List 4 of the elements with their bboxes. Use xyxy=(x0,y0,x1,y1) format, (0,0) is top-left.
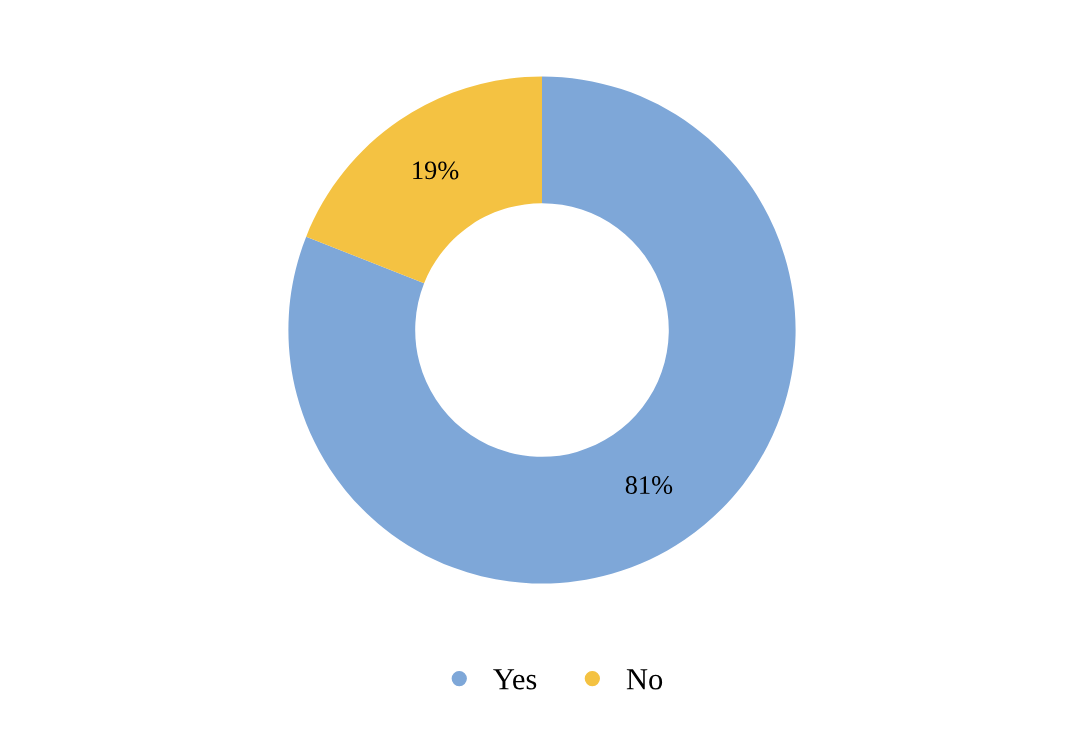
data-label: 19% xyxy=(413,161,459,180)
data-label: 81% xyxy=(625,476,673,494)
legend-label: No xyxy=(626,669,663,690)
legend-label: Yes xyxy=(493,669,537,690)
